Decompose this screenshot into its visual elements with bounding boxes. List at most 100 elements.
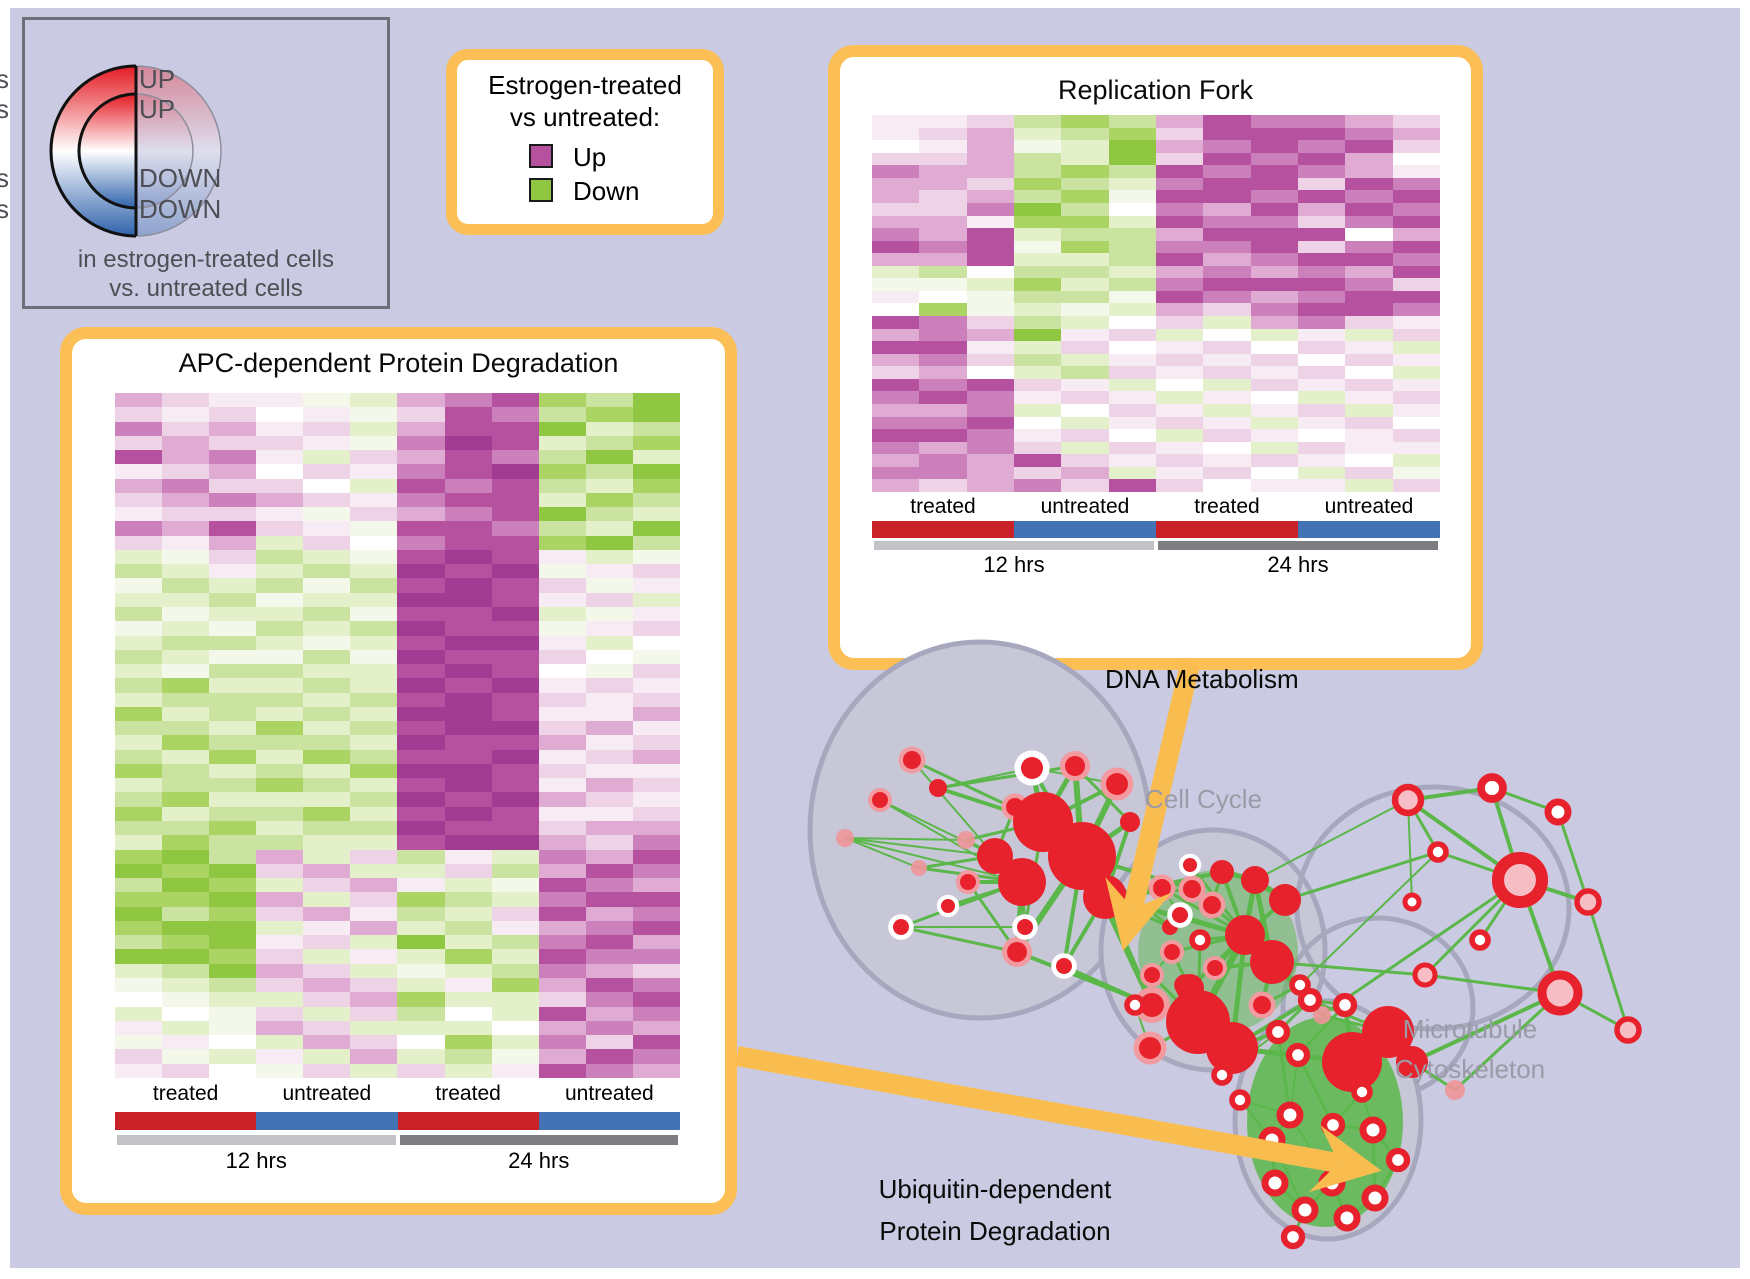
- cluster-label-cytoskeleton: Cytoskeleton: [1394, 1054, 1546, 1084]
- heatmap-cell: [444, 1049, 492, 1064]
- heatmap-cell: [1155, 353, 1204, 367]
- heatmap-cell: [1108, 479, 1156, 492]
- heatmap-cell: [1013, 479, 1062, 492]
- heatmap-cell: [303, 621, 351, 636]
- heatmap-cell: [209, 421, 257, 436]
- heatmap-cell: [872, 429, 920, 442]
- heatmap-cell: [115, 564, 163, 579]
- heatmap-cell: [491, 549, 539, 565]
- heatmap-cell: [872, 290, 920, 304]
- heatmap-cell: [632, 649, 680, 665]
- heatmap-cell: [1155, 366, 1204, 379]
- up-label: Up: [573, 142, 607, 172]
- heatmap-cell: [491, 464, 539, 479]
- heatmap-cell: [444, 778, 492, 793]
- heatmap-cell: [303, 878, 351, 893]
- heatmap-cell: [1250, 228, 1298, 241]
- heatmap-cell: [303, 820, 351, 836]
- heatmap-cell: [966, 429, 1014, 442]
- heatmap-cell: [444, 963, 492, 979]
- heatmap-cell: [1203, 177, 1251, 191]
- heatmap-cell: [585, 1020, 633, 1036]
- panel-title: APC-dependent Protein Degradation: [178, 348, 619, 378]
- heatmap-cell: [162, 507, 210, 522]
- time-color-bars: [874, 541, 1438, 550]
- heatmap-cell: [303, 664, 351, 679]
- heatmap-cell: [209, 549, 257, 565]
- heatmap-cell: [115, 478, 163, 493]
- heatmap-cell: [256, 393, 304, 408]
- heatmap-cell: [209, 820, 257, 836]
- heatmap-cell: [585, 1063, 633, 1078]
- heatmap-cell: [162, 963, 210, 979]
- heatmap-cell: [1297, 265, 1346, 279]
- heatmap-cell: [256, 635, 304, 650]
- heatmap-cell: [397, 435, 445, 451]
- heatmap-cell: [1108, 165, 1156, 178]
- heatmap-cell: [303, 949, 351, 964]
- heatmap-cell: [256, 778, 304, 793]
- heatmap-cell: [491, 835, 539, 850]
- heatmap-cell: [256, 735, 304, 750]
- heatmap-cell: [491, 435, 539, 451]
- heatmap-cell: [209, 920, 257, 936]
- heatmap-cell: [1155, 152, 1204, 166]
- heatmap-cell: [1345, 190, 1393, 203]
- heatmap-cell: [585, 806, 633, 821]
- heatmap-cell: [491, 507, 539, 522]
- heatmap-cell: [538, 763, 586, 779]
- heatmap-cell: [538, 849, 586, 864]
- heatmap-cell: [444, 1020, 492, 1036]
- heatmap-cell: [115, 393, 163, 408]
- heatmap-cell: [1392, 316, 1440, 329]
- heatmap-cell: [632, 1020, 680, 1036]
- heatmap-cell: [1297, 328, 1346, 342]
- time-labels: 12 hrs 24 hrs: [872, 552, 1440, 580]
- heatmap-cell: [1392, 152, 1440, 166]
- heatmap-cell: [919, 190, 967, 203]
- heatmap-cell: [209, 763, 257, 779]
- heatmap-cell: [632, 749, 680, 764]
- group-color-bar: [256, 1112, 398, 1130]
- heatmap-cell: [256, 464, 304, 479]
- heatmap-cell: [209, 592, 257, 607]
- heatmap-cell: [397, 878, 445, 893]
- heatmap-cell: [491, 478, 539, 493]
- outer-left-arc: [49, 64, 137, 238]
- heatmap-cell: [1061, 303, 1109, 316]
- heatmap-cell: [1345, 240, 1393, 254]
- heatmap-cell: [115, 450, 163, 465]
- heatmap-cell: [1155, 127, 1204, 141]
- heatmap-cell: [632, 735, 680, 750]
- heatmap-cell: [162, 849, 210, 864]
- heatmap-cell: [538, 692, 586, 707]
- heatmap-cell: [585, 521, 633, 536]
- heatmap-cell: [350, 763, 398, 779]
- heatmap-cell: [1250, 353, 1298, 367]
- heatmap-cell: [1155, 316, 1204, 329]
- heatmap-cell: [919, 454, 967, 467]
- heatmap-cell: [632, 664, 680, 679]
- apc-heatmap: [115, 393, 680, 1078]
- heatmap-cell: [256, 835, 304, 850]
- heatmap-cell: [162, 549, 210, 565]
- heatmap-cell: [966, 403, 1014, 417]
- heatmap-cell: [397, 464, 445, 479]
- heatmap-cell: [350, 435, 398, 451]
- heatmap-cell: [585, 1049, 633, 1064]
- heatmap-cell: [491, 450, 539, 465]
- heatmap-cell: [444, 621, 492, 636]
- heatmap-cell: [632, 763, 680, 779]
- heatmap-cell: [162, 706, 210, 722]
- heatmap-cell: [1392, 353, 1440, 367]
- group-color-bar: [397, 1112, 539, 1130]
- heatmap-cell: [1392, 416, 1440, 430]
- heatmap-cell: [350, 478, 398, 493]
- heatmap-cell: [350, 421, 398, 436]
- heatmap-cell: [303, 649, 351, 665]
- heatmap-cell: [350, 920, 398, 936]
- heatmap-cell: [919, 416, 967, 430]
- heatmap-cell: [1155, 328, 1204, 342]
- heatmap-cell: [491, 578, 539, 593]
- heatmap-cell: [115, 892, 163, 907]
